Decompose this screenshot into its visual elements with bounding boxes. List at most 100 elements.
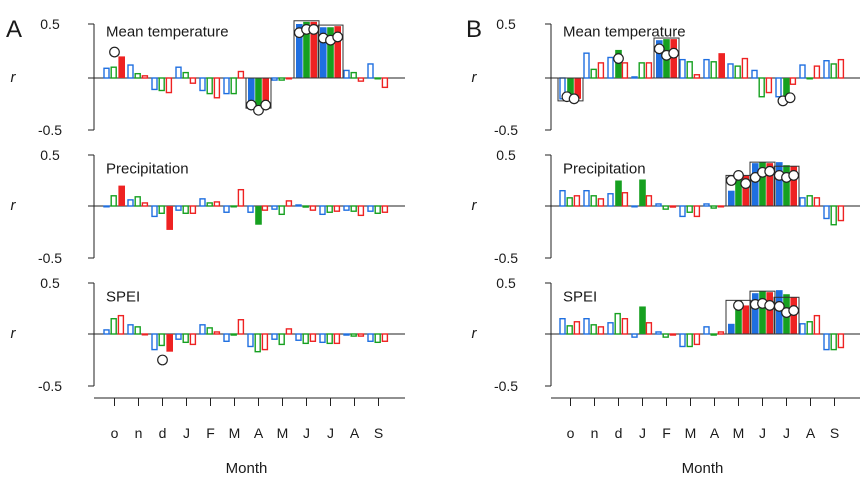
bar [776,162,783,206]
bar [766,163,773,206]
significance-dot [725,175,737,186]
bar [742,305,749,334]
x-tick-label: J [759,425,766,441]
bar [679,333,686,348]
bar [285,328,293,335]
row-title: SPEI [106,288,140,305]
bar [319,333,326,344]
bar [639,179,646,206]
significance-dot [784,92,796,104]
significance-dot [253,104,264,116]
bar [669,333,677,336]
bar [559,189,566,207]
bar [655,331,662,335]
panel-a: A 0.5 -0.5 r Mean temperature 0.5 -0.5 r Precipi… [6,16,405,477]
x-axis-label: Month [682,460,724,477]
y-tick-label: -0.5 [38,250,62,266]
row-title: Mean temperature [106,23,229,40]
significance-dot [668,47,680,59]
row-title: SPEI [563,288,597,305]
x-tick-label: F [662,425,671,441]
bar [247,333,254,348]
row-0: 0.5 -0.5 r Mean temperature [472,16,860,138]
bar [158,333,165,347]
bar [799,197,806,207]
x-tick-label: M [685,425,697,441]
bar [823,333,830,351]
bar [607,193,614,207]
bar [103,205,110,208]
bar [189,205,197,214]
bar [334,26,341,78]
bar [182,71,189,79]
bar [103,67,110,79]
significance-dot [764,165,776,177]
significance-dot [157,354,168,366]
y-axis-label: r [11,69,17,86]
row-0: 0.5 -0.5 r Mean temperature [11,16,405,138]
significance-dot [764,300,776,311]
bar [583,189,590,207]
bar [295,204,302,207]
bar [775,77,782,98]
y-tick-label: 0.5 [40,16,60,32]
bar [213,331,221,335]
bar [333,205,341,212]
bar [118,56,125,78]
bar [213,77,221,99]
bar [607,56,614,79]
bar [141,333,149,336]
bar [367,63,374,79]
bar [789,77,797,85]
x-tick-label: S [374,425,383,441]
bar [103,329,110,335]
x-axis-label: Month [226,460,268,477]
bar [758,77,765,98]
bar [374,77,381,80]
bar [278,77,285,81]
bar [583,52,590,79]
bar [357,77,365,82]
bar [206,327,213,335]
bar [261,333,269,351]
row-1: 0.5 -0.5 r Precipitation [472,147,860,266]
bar [830,205,837,226]
bar [614,312,621,335]
bar [813,65,821,79]
bar [296,24,303,78]
significance-dot [245,99,257,111]
bar [271,77,278,81]
significance-dot [568,93,580,105]
bar [199,324,206,335]
bar [357,333,365,337]
bar [727,63,734,79]
y-axis-label: r [472,197,478,214]
bar [350,333,357,337]
row-title: Precipitation [106,160,189,177]
bar [247,205,254,213]
bar [638,62,645,79]
x-tick-label: A [710,425,720,441]
bar [151,77,158,91]
significance-dot [733,300,744,311]
bar [326,333,333,345]
bar [686,205,693,213]
bar [735,300,742,334]
x-tick-label: F [206,425,215,441]
bar [710,205,717,209]
bar [367,205,374,212]
x-tick-label: M [229,425,241,441]
x-tick-label: S [830,425,839,441]
x-tick-label: A [806,425,816,441]
bar [631,205,638,208]
y-tick-label: -0.5 [38,378,62,394]
bar [189,333,197,346]
significance-dot [653,43,665,55]
bar [254,333,261,353]
panel-letter: A [6,16,22,43]
bar [813,314,821,335]
bar [165,77,173,94]
bar [645,62,653,79]
significance-dot [788,305,800,316]
